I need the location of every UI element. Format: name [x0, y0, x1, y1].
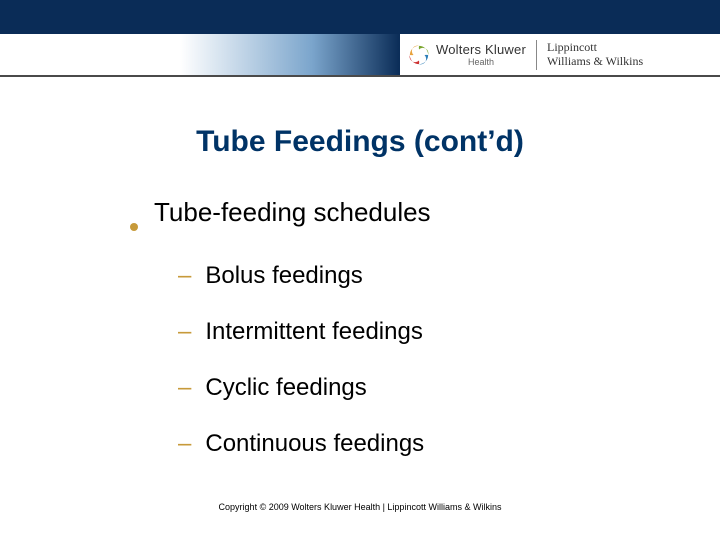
list-item: – Intermittent feedings [178, 318, 650, 346]
wolters-kluwer-logo-icon [408, 44, 430, 66]
brand-lww-line2: Williams & Wilkins [547, 55, 643, 69]
sub-item-text: Bolus feedings [205, 262, 362, 290]
list-item: – Bolus feedings [178, 262, 650, 290]
slide: Wolters Kluwer Health Lippincott William… [0, 0, 720, 540]
brand-wolters-kluwer: Wolters Kluwer Health [408, 43, 526, 67]
banner-rule [0, 75, 720, 77]
bullet-dot-icon [130, 223, 138, 231]
brand-wk-name: Wolters Kluwer [436, 43, 526, 56]
dash-icon: – [178, 376, 191, 400]
brand-lww-line1: Lippincott [547, 41, 643, 55]
copyright-footer: Copyright © 2009 Wolters Kluwer Health |… [0, 502, 720, 512]
sub-item-text: Cyclic feedings [205, 374, 366, 402]
brand-lippincott: Lippincott Williams & Wilkins [547, 41, 643, 69]
banner-gradient [0, 34, 400, 75]
list-item: – Cyclic feedings [178, 374, 650, 402]
list-item: – Continuous feedings [178, 430, 650, 458]
branding-box: Wolters Kluwer Health Lippincott William… [400, 34, 720, 75]
sub-bullet-list: – Bolus feedings – Intermittent feedings… [178, 262, 650, 458]
slide-title: Tube Feedings (cont’d) [70, 125, 650, 159]
brand-divider [536, 40, 537, 70]
banner-top-strip [0, 0, 720, 34]
main-bullet: Tube-feeding schedules [130, 197, 650, 228]
header-banner: Wolters Kluwer Health Lippincott William… [0, 0, 720, 75]
sub-item-text: Intermittent feedings [205, 318, 422, 346]
brand-wk-division: Health [436, 58, 526, 67]
brand-wk-text: Wolters Kluwer Health [436, 43, 526, 67]
dash-icon: – [178, 320, 191, 344]
main-bullet-text: Tube-feeding schedules [154, 197, 431, 228]
banner-bottom-strip: Wolters Kluwer Health Lippincott William… [0, 34, 720, 75]
dash-icon: – [178, 432, 191, 456]
dash-icon: – [178, 264, 191, 288]
sub-item-text: Continuous feedings [205, 430, 424, 458]
slide-content: Tube Feedings (cont’d) Tube-feeding sche… [0, 75, 720, 458]
